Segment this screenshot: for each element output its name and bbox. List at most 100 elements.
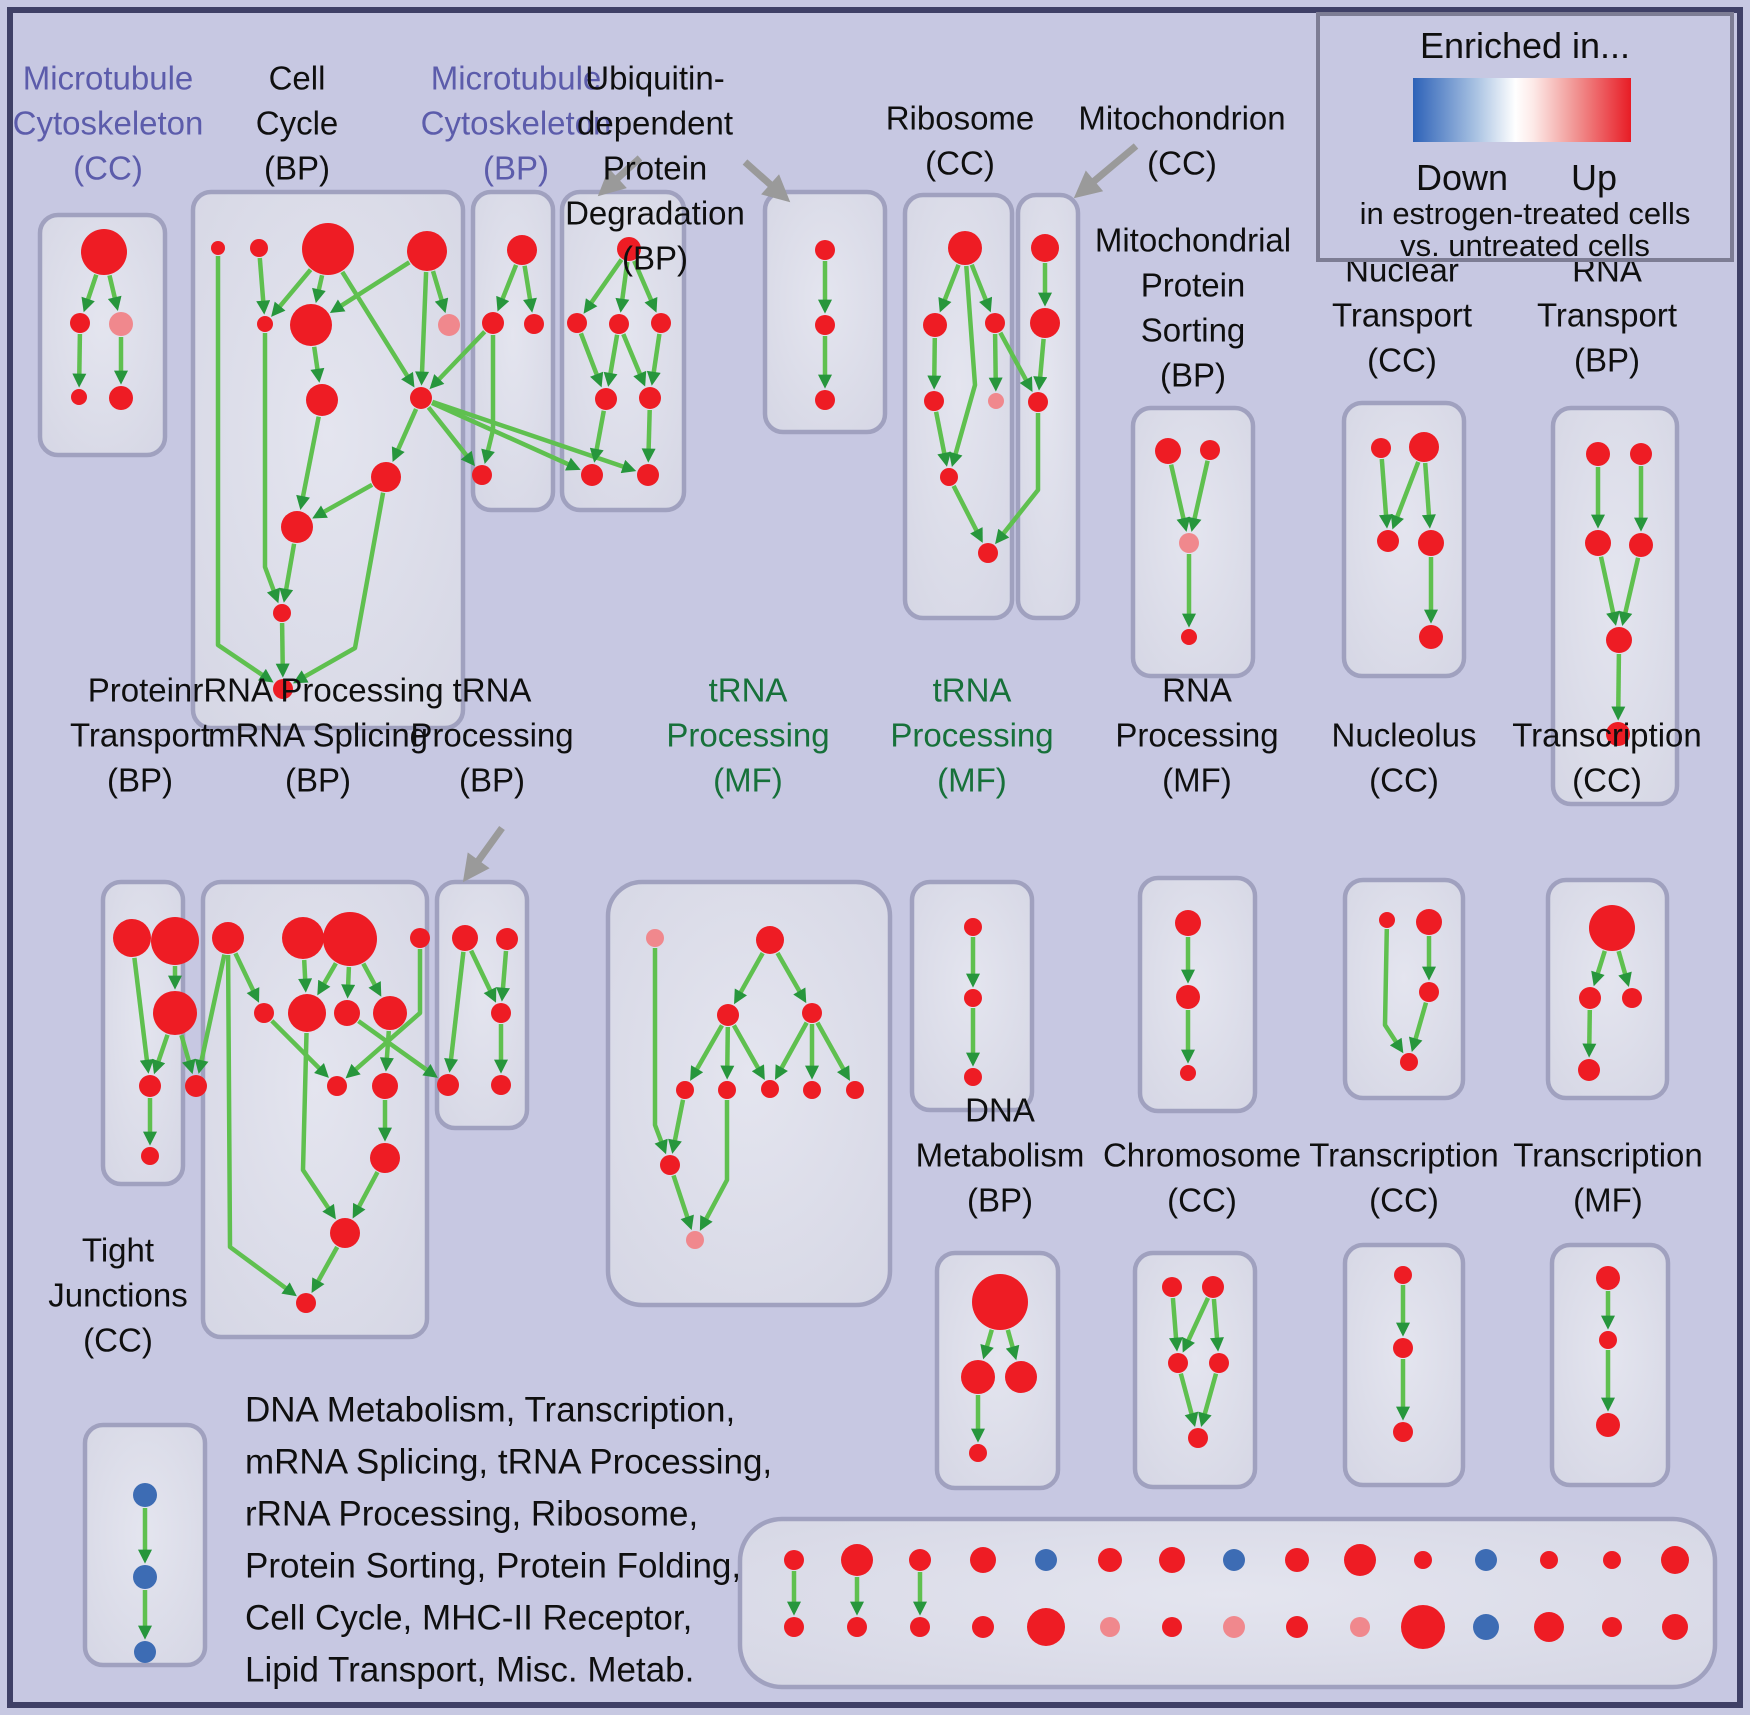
edge-arrow (995, 413, 1041, 545)
edge-arrow (311, 1245, 340, 1294)
edge-arrow (72, 333, 87, 388)
cluster-label: Transcription (CC) (1512, 717, 1702, 799)
edge-arrow (496, 264, 519, 312)
edge-arrow (1421, 462, 1436, 529)
cluster-label: Transcription (MF) (1513, 1137, 1703, 1219)
edge-arrow (1598, 556, 1620, 626)
go-term-node (70, 313, 90, 333)
go-term-node (1223, 1549, 1245, 1571)
go-term-node (815, 240, 835, 260)
go-term-node (1606, 627, 1632, 653)
edge-arrow (632, 260, 658, 313)
go-term-node (134, 1641, 156, 1663)
edge-arrow (469, 949, 497, 1003)
edge-arrow (279, 543, 297, 603)
go-term-node (1098, 1548, 1122, 1572)
edge-arrow (699, 1100, 730, 1231)
go-term-node (617, 237, 641, 261)
go-term-node (609, 314, 629, 334)
legend: Enriched in... Down Up in estrogen-treat… (1316, 12, 1734, 263)
edge-arrow (1182, 1296, 1211, 1353)
callout-arrow (462, 825, 505, 883)
go-term-node (964, 918, 982, 936)
edge-arrow (720, 1026, 735, 1080)
go-term-node (660, 1155, 680, 1175)
go-term-node (1419, 625, 1443, 649)
go-term-node (273, 604, 291, 622)
go-term-node (803, 1081, 821, 1099)
edge-arrow (151, 1034, 170, 1075)
go-term-node (133, 1565, 157, 1589)
edge-arrow (668, 1099, 686, 1154)
go-term-node (1030, 308, 1060, 338)
edge-arrow (317, 962, 338, 996)
go-term-node (407, 231, 447, 271)
edge-arrow (1382, 928, 1404, 1054)
cluster-label: Ubiquitin-dependent Protein Degradation (BP… (565, 60, 745, 277)
go-term-node (1400, 1053, 1418, 1071)
edge-arrow (357, 1019, 438, 1078)
go-term-node (1596, 1413, 1620, 1437)
edge-arrow (1187, 460, 1210, 532)
go-term-node (109, 312, 133, 336)
go-term-node (802, 1003, 822, 1023)
legend-title: Enriched in... (1420, 25, 1630, 66)
edge-arrow (1611, 653, 1626, 721)
edge-arrow (933, 411, 952, 467)
edge-arrow (641, 409, 656, 463)
edge-arrow (81, 273, 99, 313)
edge-arrow (583, 258, 624, 314)
go-term-node (211, 241, 225, 255)
go-term-node (761, 1080, 779, 1098)
edge-arrow (233, 952, 260, 1003)
go-term-node (334, 1000, 360, 1026)
edge-arrow (1408, 1001, 1429, 1053)
go-term-node (1586, 442, 1610, 466)
go-term-node (1394, 1266, 1412, 1284)
cluster-label: Chromosome (CC) (1103, 1137, 1301, 1219)
edge-arrow (734, 951, 765, 1005)
go-term-node (910, 1617, 930, 1637)
go-term-node (288, 994, 326, 1032)
go-term-node (1100, 1617, 1120, 1637)
cluster-box-dna-metabolism-bp (934, 1250, 1061, 1491)
cluster-label: Mitochondrion (CC) (1078, 100, 1285, 182)
go-term-node (139, 1075, 161, 1097)
go-term-node (1200, 440, 1220, 460)
go-term-node (1286, 1616, 1308, 1638)
go-term-node (1662, 1614, 1688, 1640)
go-term-node (1585, 530, 1611, 556)
cluster-box-microtubule-cc (37, 212, 168, 458)
cluster-label: Mitochondrial Protein Sorting (BP) (1095, 222, 1291, 394)
legend-gradient-bar (1413, 78, 1631, 142)
cluster-label: Transcription (CC) (1309, 1137, 1499, 1219)
go-term-node (676, 1081, 694, 1099)
go-term-node (437, 1074, 459, 1096)
edge-arrow (988, 333, 1003, 392)
go-term-node (491, 1075, 511, 1095)
edge-arrow (1210, 1298, 1224, 1352)
go-term-node (646, 929, 664, 947)
go-term-node (1223, 1616, 1245, 1638)
go-term-node (909, 1549, 931, 1571)
go-term-node (141, 1147, 159, 1165)
go-term-node (1035, 1549, 1057, 1571)
edge-arrow (256, 257, 271, 315)
edge-arrow (1616, 950, 1632, 988)
edge-arrow (671, 1174, 694, 1231)
edge-arrow (621, 333, 647, 387)
go-term-node (1419, 982, 1439, 1002)
go-term-node (756, 926, 784, 954)
edge-arrow (1169, 1297, 1183, 1352)
go-term-node (972, 1274, 1028, 1330)
cluster-label: Nuclear Transport (CC) (1332, 252, 1472, 379)
edge-arrow (352, 1171, 380, 1219)
edge-arrow (107, 274, 122, 311)
go-term-node (109, 386, 133, 410)
go-term-node (1579, 987, 1601, 1009)
cluster-label: DNA Metabolism, Transcription, mRNA Splic… (245, 1391, 772, 1690)
edge-arrow (998, 331, 1033, 392)
go-term-node (841, 1544, 873, 1576)
cluster-box-trna-processing-mf-1 (605, 879, 893, 1308)
